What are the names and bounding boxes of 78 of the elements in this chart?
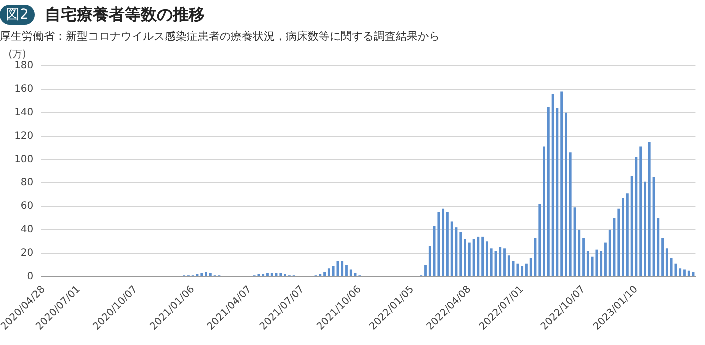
y-tick-label: 0 [27,271,34,282]
bar [604,242,607,276]
bar [608,230,612,276]
bar [547,106,550,276]
bar [569,152,572,276]
bar [450,222,454,276]
bar [618,208,620,276]
chart-title: 自宅療養者等数の推移 [44,4,205,26]
bar [578,230,581,276]
bar [521,266,524,276]
y-tick-label: 80 [20,178,34,189]
bar [626,194,629,276]
bar [341,262,344,276]
bar [324,272,326,276]
y-tick-label: 180 [14,60,34,72]
bar [560,92,564,276]
y-tick-label: 40 [20,224,34,236]
y-tick-label: 60 [20,201,34,212]
bar [270,273,274,276]
bar [346,265,348,276]
bar [644,182,646,276]
bar [635,157,638,276]
bar [280,273,282,276]
bar [596,250,598,276]
bar [565,112,568,276]
bar [477,236,480,276]
bar [670,258,673,276]
bar [508,256,510,276]
bar [582,238,585,276]
bar [648,142,651,276]
bar [552,94,554,276]
bar [622,198,624,276]
bar [482,236,484,276]
bar [438,212,440,276]
bar [666,248,668,276]
bar [512,262,515,276]
y-tick-label: 20 [20,248,34,259]
bar [499,247,502,276]
bar [464,239,466,276]
bar [424,265,427,276]
bar [490,248,493,276]
bar [516,264,520,276]
y-tick-label: 160 [14,84,34,96]
bar [209,273,212,276]
bar [460,232,462,276]
bar [332,266,335,276]
y-tick-label: 140 [14,107,34,118]
bar [428,246,432,276]
y-tick-label: 120 [14,130,34,142]
bar [662,238,664,276]
bar [504,248,506,276]
bar [354,273,357,276]
bar [600,251,603,276]
bar [657,218,660,276]
bar [692,272,695,276]
bar [205,272,208,276]
bar [586,251,590,276]
chart-subtitle: 厚生労働省：新型コロナウイルス感染症患者の療養状況，病床数等に関する調査結果から [0,29,441,45]
bar [328,268,330,276]
bar [679,268,682,276]
bar [486,242,488,276]
bar [530,258,532,276]
bar [526,264,528,276]
bar [350,270,352,276]
bar [688,270,690,276]
bar [275,273,278,276]
bar [538,204,542,276]
bar [446,212,449,276]
bar [200,273,204,276]
bar [442,208,445,276]
y-tick-label: 100 [14,154,34,166]
y-axis-title: (万) [8,50,26,61]
bar [640,146,642,276]
bar [266,273,269,276]
caption: 図2 [0,5,35,25]
bar [543,146,546,276]
bar [684,270,686,276]
bar [468,242,471,276]
